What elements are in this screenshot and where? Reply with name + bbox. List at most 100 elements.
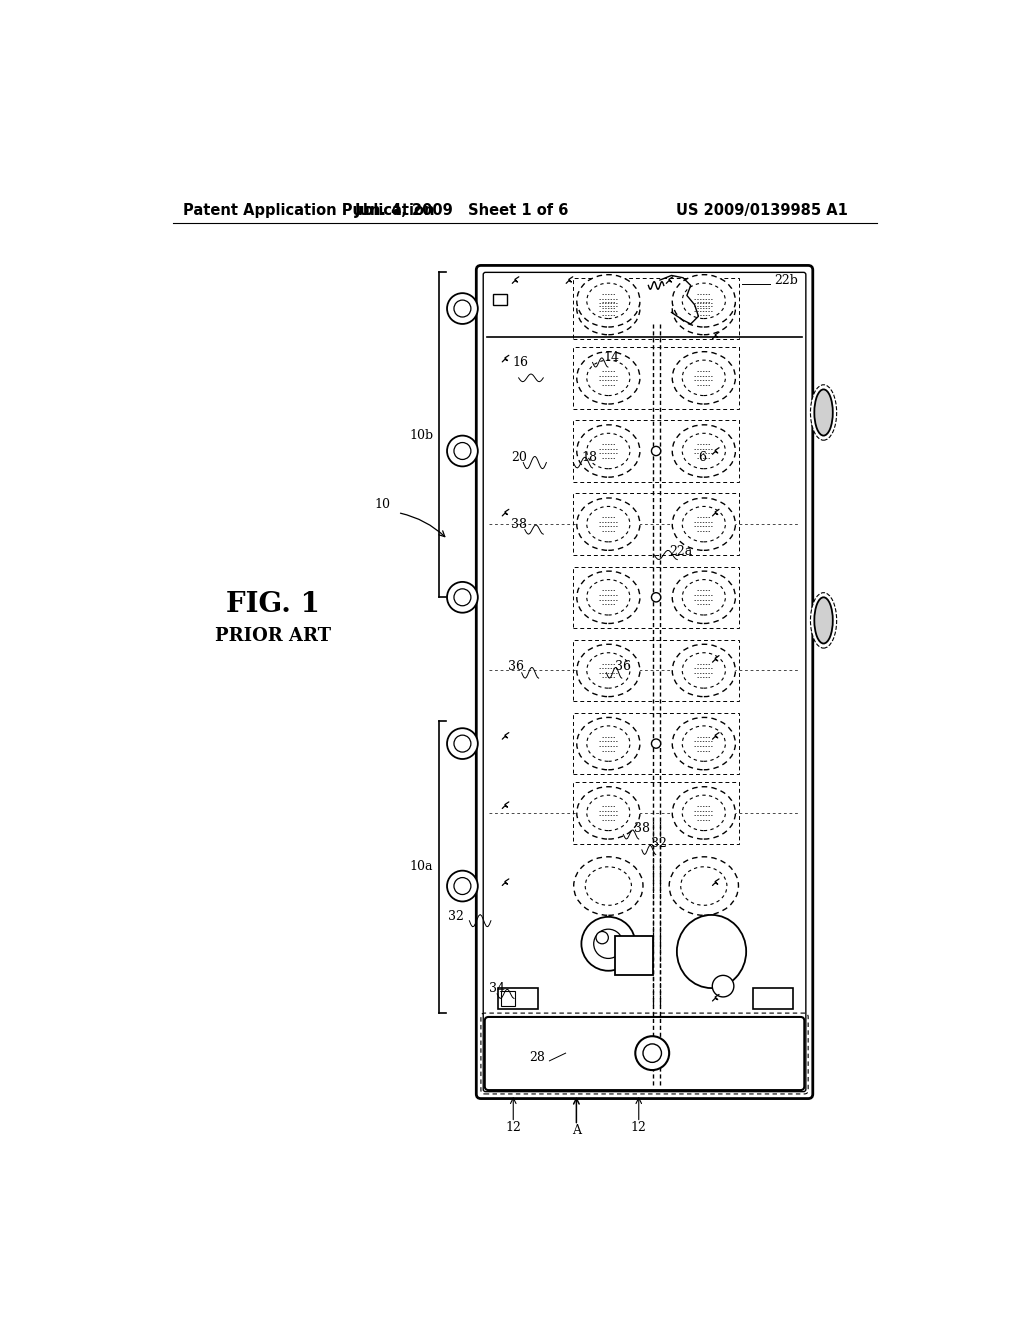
Ellipse shape [672,351,735,404]
Ellipse shape [587,653,630,688]
Ellipse shape [672,498,735,550]
Ellipse shape [682,290,725,326]
Circle shape [454,442,471,459]
Text: 16: 16 [512,356,528,370]
Ellipse shape [587,360,630,396]
Text: 10: 10 [375,499,390,511]
Bar [753,987,793,1010]
Ellipse shape [814,597,833,644]
Text: 14: 14 [603,351,620,363]
Text: US 2009/0139985 A1: US 2009/0139985 A1 [676,203,848,218]
Circle shape [594,929,623,958]
Ellipse shape [587,284,630,318]
Ellipse shape [682,795,725,830]
Ellipse shape [587,795,630,830]
Text: 10a: 10a [410,861,433,874]
Bar [572,713,739,775]
Ellipse shape [669,857,738,915]
Circle shape [596,932,608,944]
Bar [572,277,739,339]
Circle shape [454,878,471,895]
Ellipse shape [587,290,630,326]
Ellipse shape [577,644,640,697]
Ellipse shape [587,507,630,543]
Text: 34: 34 [489,982,506,995]
Ellipse shape [681,867,727,906]
Circle shape [447,436,478,466]
Ellipse shape [577,351,640,404]
Ellipse shape [810,385,837,441]
Ellipse shape [587,433,630,469]
Bar [501,991,515,1006]
Text: 12: 12 [631,1121,647,1134]
Text: FIG. 1: FIG. 1 [226,591,319,619]
Circle shape [643,1044,662,1063]
Ellipse shape [672,718,735,770]
FancyBboxPatch shape [476,265,813,1098]
Ellipse shape [814,389,833,436]
Text: 38: 38 [511,517,527,531]
Ellipse shape [577,498,640,550]
Circle shape [447,729,478,759]
Text: 36: 36 [615,660,632,673]
Ellipse shape [682,433,725,469]
Text: 22a: 22a [669,545,692,557]
Text: 38: 38 [634,822,650,834]
Ellipse shape [682,653,725,688]
Ellipse shape [672,787,735,840]
Ellipse shape [672,275,735,327]
Ellipse shape [577,718,640,770]
Text: 22b: 22b [774,273,798,286]
Ellipse shape [682,360,725,396]
Ellipse shape [682,507,725,543]
FancyBboxPatch shape [484,1016,804,1090]
Circle shape [651,739,660,748]
Text: A: A [571,1123,581,1137]
Text: 28: 28 [529,1051,545,1064]
Circle shape [635,1036,669,1071]
Text: 32: 32 [651,837,667,850]
Circle shape [454,589,471,606]
Bar [572,347,739,409]
Ellipse shape [586,867,632,906]
Ellipse shape [672,644,735,697]
Text: 12: 12 [505,1121,521,1134]
Ellipse shape [577,282,640,335]
Ellipse shape [672,282,735,335]
Circle shape [651,446,660,455]
Ellipse shape [672,572,735,623]
Bar [572,781,739,843]
Ellipse shape [577,275,640,327]
Ellipse shape [682,726,725,762]
Text: PRIOR ART: PRIOR ART [215,627,331,644]
Text: Patent Application Publication: Patent Application Publication [183,203,434,218]
Circle shape [454,300,471,317]
Circle shape [651,593,660,602]
Ellipse shape [577,572,640,623]
Ellipse shape [587,726,630,762]
Circle shape [454,735,471,752]
Ellipse shape [672,425,735,477]
Text: 6: 6 [698,450,706,463]
Text: Jun. 4, 2009   Sheet 1 of 6: Jun. 4, 2009 Sheet 1 of 6 [354,203,569,218]
Text: 32: 32 [449,911,464,924]
Circle shape [447,293,478,323]
Circle shape [447,582,478,612]
Ellipse shape [577,787,640,840]
Bar [572,640,739,701]
Ellipse shape [677,915,746,989]
Text: 10b: 10b [409,429,433,442]
Bar [572,420,739,482]
FancyBboxPatch shape [483,272,806,1092]
Ellipse shape [682,284,725,318]
Circle shape [582,917,635,970]
Ellipse shape [577,425,640,477]
Circle shape [713,975,734,997]
Ellipse shape [587,579,630,615]
Ellipse shape [810,593,837,648]
Bar [498,987,538,1010]
Text: 20: 20 [511,450,526,463]
Bar [572,494,739,554]
Ellipse shape [573,857,643,915]
Bar [494,294,507,305]
